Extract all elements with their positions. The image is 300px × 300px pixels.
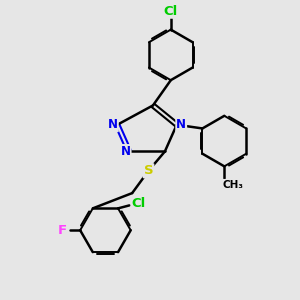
Text: N: N — [108, 118, 118, 131]
Text: N: N — [121, 145, 130, 158]
Text: F: F — [58, 224, 67, 237]
Text: Cl: Cl — [164, 5, 178, 18]
Text: N: N — [176, 118, 186, 131]
Text: CH₃: CH₃ — [223, 180, 244, 190]
Text: Cl: Cl — [132, 197, 146, 210]
Text: S: S — [144, 164, 153, 177]
